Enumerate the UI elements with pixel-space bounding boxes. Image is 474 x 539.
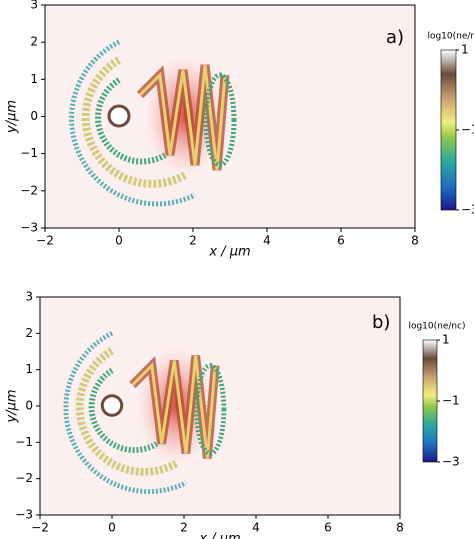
colorbar-tick-label: −3 — [442, 455, 460, 469]
colorbar-tick-label: 1 — [442, 333, 450, 347]
y-axis-label: y/μm — [5, 100, 20, 134]
y-tick-label: −3 — [15, 508, 33, 522]
x-axis-label: x / μm — [198, 532, 240, 539]
x-tick-label: 6 — [337, 234, 345, 248]
y-tick-label: −2 — [15, 471, 33, 485]
colorbar — [440, 49, 457, 211]
colorbar-tick-label: 1 — [461, 43, 469, 57]
y-tick-label: 3 — [30, 0, 38, 12]
y-tick-label: 3 — [25, 290, 33, 304]
y-tick-label: −3 — [20, 221, 38, 235]
y-tick-label: 1 — [30, 72, 38, 86]
x-tick-label: 6 — [324, 521, 332, 535]
colorbar-label: log10(ne/nc) — [427, 32, 474, 42]
x-axis-label: x / μm — [208, 245, 250, 260]
y-tick-label: −2 — [20, 183, 38, 197]
x-tick-label: 4 — [252, 521, 260, 535]
x-tick-label: 4 — [263, 234, 271, 248]
x-tick-label: 2 — [180, 521, 188, 535]
y-tick-label: 1 — [25, 362, 33, 376]
colorbar-label: log10(ne/nc) — [408, 322, 465, 332]
panel-label: b) — [372, 312, 390, 333]
y-tick-label: 0 — [25, 399, 33, 413]
colorbar-tick-label: −1 — [461, 123, 474, 137]
colorbar-tick-label: −3 — [461, 203, 474, 217]
colorbar-tick-label: −1 — [442, 394, 460, 408]
x-tick-label: 8 — [396, 521, 404, 535]
y-axis-label: y/μm — [5, 389, 20, 423]
panel-label: a) — [386, 27, 404, 48]
x-tick-label: 0 — [115, 234, 123, 248]
y-tick-label: 2 — [25, 326, 33, 340]
y-tick-label: 2 — [30, 35, 38, 49]
x-tick-label: 8 — [411, 234, 419, 248]
colorbar — [422, 339, 438, 463]
x-tick-label: 2 — [189, 234, 197, 248]
x-tick-label: −2 — [31, 521, 49, 535]
y-tick-label: 0 — [30, 109, 38, 123]
x-tick-label: −2 — [36, 234, 54, 248]
x-tick-label: 0 — [108, 521, 116, 535]
y-tick-label: −1 — [20, 146, 38, 160]
y-tick-label: −1 — [15, 435, 33, 449]
